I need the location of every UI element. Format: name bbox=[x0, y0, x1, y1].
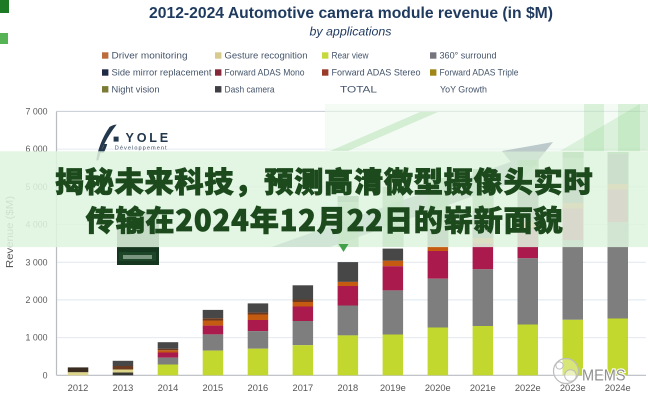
svg-text:Gesture recognition: Gesture recognition bbox=[225, 51, 308, 61]
svg-text:2016: 2016 bbox=[248, 383, 269, 393]
svg-text:2018: 2018 bbox=[338, 383, 359, 393]
svg-text:Side mirror replacement: Side mirror replacement bbox=[112, 68, 212, 78]
svg-text:2019e: 2019e bbox=[380, 383, 406, 393]
svg-text:7 000: 7 000 bbox=[25, 107, 47, 117]
svg-text:Forward ADAS Stereo: Forward ADAS Stereo bbox=[332, 68, 421, 78]
svg-text:Forward ADAS Triple: Forward ADAS Triple bbox=[440, 68, 519, 78]
svg-text:Forward ADAS Mono: Forward ADAS Mono bbox=[225, 68, 305, 78]
svg-text:TOTAL: TOTAL bbox=[340, 84, 377, 94]
svg-text:YoY Growth: YoY Growth bbox=[440, 84, 487, 94]
svg-text:2013: 2013 bbox=[113, 383, 134, 393]
svg-text:Dash camera: Dash camera bbox=[225, 84, 276, 94]
svg-text:2012-2024 Automotive camera mo: 2012-2024 Automotive camera module reven… bbox=[149, 5, 553, 22]
svg-text:360° surround: 360° surround bbox=[440, 51, 497, 61]
svg-text:YOLE: YOLE bbox=[126, 131, 172, 145]
svg-text:0: 0 bbox=[43, 370, 48, 380]
svg-text:3 000: 3 000 bbox=[25, 257, 47, 267]
svg-text:by applications: by applications bbox=[310, 25, 392, 39]
svg-text:2023e: 2023e bbox=[560, 383, 586, 393]
svg-text:2021e: 2021e bbox=[470, 383, 496, 393]
svg-text:6 000: 6 000 bbox=[25, 144, 47, 154]
svg-text:Rear view: Rear view bbox=[332, 51, 369, 61]
svg-text:2014: 2014 bbox=[158, 383, 179, 393]
svg-text:2022e: 2022e bbox=[515, 383, 541, 393]
svg-text:Driver monitoring: Driver monitoring bbox=[112, 51, 188, 61]
svg-text:2024e: 2024e bbox=[605, 383, 631, 393]
svg-text:2015: 2015 bbox=[203, 383, 224, 393]
svg-text:1 000: 1 000 bbox=[25, 333, 47, 343]
svg-text:2012: 2012 bbox=[68, 383, 89, 393]
svg-text:Développement: Développement bbox=[115, 145, 168, 151]
svg-text:2 000: 2 000 bbox=[25, 295, 47, 305]
svg-text:MEMS: MEMS bbox=[582, 368, 626, 385]
svg-text:2020e: 2020e bbox=[425, 383, 451, 393]
svg-text:Night vision: Night vision bbox=[112, 84, 160, 94]
svg-text:2017: 2017 bbox=[293, 383, 314, 393]
